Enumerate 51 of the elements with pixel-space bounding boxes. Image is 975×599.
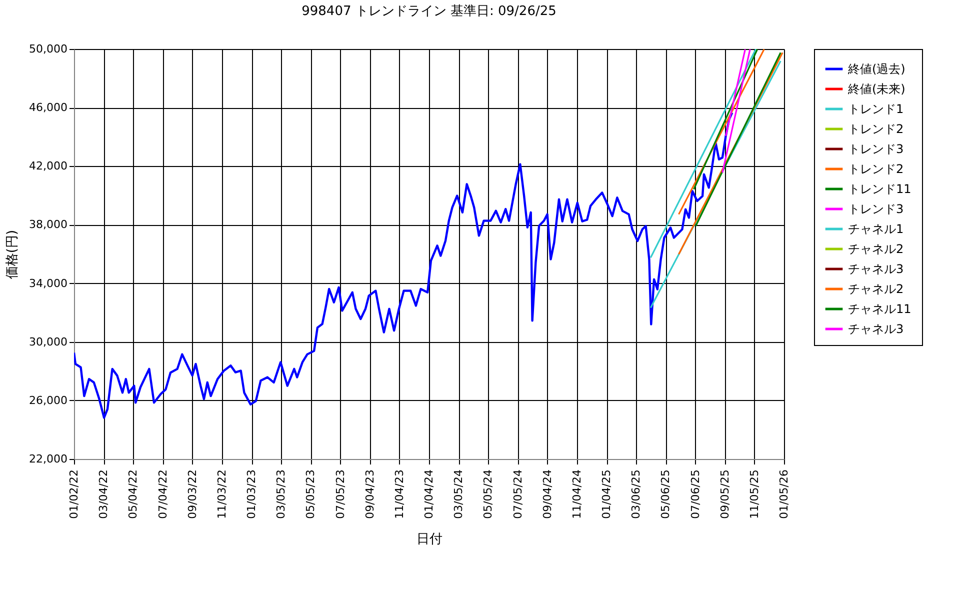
x-tick-label: 05/06/25 <box>659 470 672 519</box>
legend-label: チャネル3 <box>848 262 904 276</box>
y-tick-label: 30,000 <box>29 335 68 348</box>
x-tick-label: 11/04/23 <box>392 470 406 519</box>
x-tick-label: 03/04/22 <box>97 470 110 519</box>
y-tick-label: 38,000 <box>29 218 68 232</box>
x-tick-label: 07/04/22 <box>156 470 170 519</box>
legend-label: チャネル2 <box>848 282 904 296</box>
x-tick-label: 05/04/22 <box>126 470 140 519</box>
x-tick-label: 05/05/24 <box>482 470 495 519</box>
legend-label: トレンド11 <box>848 182 912 196</box>
y-axis-title: 価格(円) <box>5 230 20 280</box>
x-tick-label: 03/05/23 <box>274 470 288 519</box>
y-tick-label: 34,000 <box>29 276 68 290</box>
x-tick-label: 03/05/24 <box>452 470 466 519</box>
y-tick-label: 42,000 <box>29 160 68 173</box>
x-tick-label: 09/04/23 <box>363 470 376 519</box>
x-tick-label: 01/03/23 <box>245 470 258 519</box>
legend-label: トレンド2 <box>848 162 904 176</box>
x-tick-label: 07/05/24 <box>511 470 524 519</box>
x-tick-label: 11/03/22 <box>215 470 228 519</box>
y-tick-label: 50,000 <box>29 42 68 56</box>
x-tick-label: 11/05/25 <box>748 470 761 519</box>
y-tick-label: 46,000 <box>29 101 68 114</box>
legend-label: チャネル2 <box>848 242 904 256</box>
x-tick-label: 01/05/26 <box>778 470 790 519</box>
legend-label: 終値(未来) <box>847 82 906 96</box>
x-tick-label: 07/05/23 <box>334 470 347 519</box>
y-tick-label: 22,000 <box>29 452 68 466</box>
chart-title: 998407 トレンドライン 基準日: 09/26/25 <box>302 4 556 19</box>
x-tick-label: 07/06/25 <box>688 470 702 519</box>
x-tick-label: 11/04/24 <box>570 470 584 519</box>
x-tick-label: 05/05/23 <box>304 470 318 519</box>
x-tick-label: 09/04/24 <box>540 470 554 519</box>
x-tick-label: 01/04/25 <box>600 470 613 519</box>
legend-label: トレンド3 <box>848 142 904 156</box>
legend-label: トレンド2 <box>848 122 904 136</box>
x-tick-label: 01/04/24 <box>422 470 436 519</box>
legend-label: チャネル11 <box>848 302 912 316</box>
legend-label: 終値(過去) <box>847 62 906 76</box>
legend-label: チャネル1 <box>848 222 904 236</box>
line-series <box>74 112 734 419</box>
x-tick-label: 03/06/25 <box>630 470 643 519</box>
legend-label: トレンド1 <box>848 102 904 116</box>
legend-label: トレンド3 <box>848 202 904 216</box>
legend-label: チャネル3 <box>848 322 904 336</box>
x-tick-label: 09/05/25 <box>718 470 732 519</box>
x-tick-label: 09/03/22 <box>186 470 199 519</box>
x-tick-label: 01/02/22 <box>68 470 80 519</box>
y-tick-label: 26,000 <box>29 394 68 407</box>
x-axis-title: 日付 <box>416 532 442 547</box>
